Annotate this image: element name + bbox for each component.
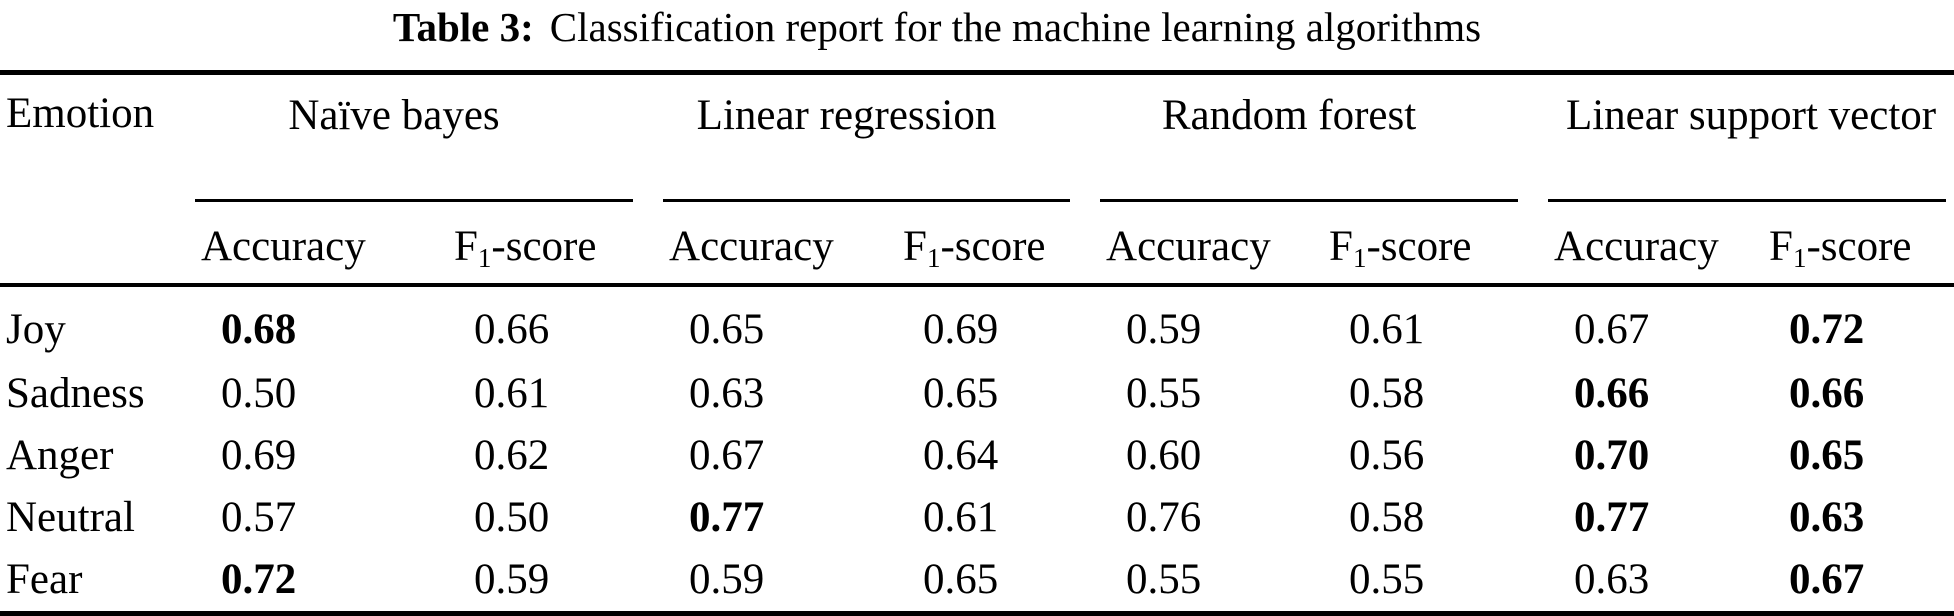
metric-header-accuracy: Accuracy — [1100, 211, 1324, 287]
row-label: Joy — [6, 306, 66, 353]
value-cell: 0.72 — [1789, 306, 1865, 353]
value-cell: 0.61 — [923, 494, 999, 541]
metric-header-f1-score: F1-score — [448, 211, 664, 287]
emotion-column-header: Emotion — [0, 72, 195, 287]
classification-report-table: Emotion Naïve bayes Linear regression Ra… — [0, 70, 1954, 616]
value-cell: 0.58 — [1349, 494, 1425, 541]
value-cell: 0.59 — [474, 556, 550, 603]
group-header-linear-regression: Linear regression — [696, 92, 997, 139]
row-label: Neutral — [6, 494, 135, 541]
group-header-random-forest: Random forest — [1161, 92, 1417, 139]
value-cell: 0.65 — [923, 556, 999, 603]
value-cell: 0.59 — [1126, 306, 1202, 353]
value-cell: 0.59 — [689, 556, 765, 603]
cmidrule-linear-support-vector — [1548, 198, 1947, 202]
f1-base: F — [454, 222, 478, 270]
value-cell: 0.62 — [474, 432, 550, 479]
data-row-neutral: Neutral 0.57 0.50 0.77 0.61 0.76 0.58 0.… — [0, 487, 1954, 549]
metric-header-row: Accuracy F1-score Accuracy F1-score Accu… — [0, 211, 1954, 287]
data-row-fear: Fear 0.72 0.59 0.59 0.65 0.55 0.55 0.63 … — [0, 549, 1954, 614]
caption-text: Classification report for the machine le… — [549, 4, 1482, 50]
value-cell: 0.68 — [221, 306, 297, 353]
value-cell: 0.64 — [923, 432, 999, 479]
metric-header-f1-score: F1-score — [897, 211, 1101, 287]
value-cell: 0.67 — [1574, 306, 1650, 353]
f1-rest: -score — [491, 222, 597, 270]
value-cell: 0.69 — [221, 432, 297, 479]
value-cell: 0.67 — [1789, 556, 1865, 603]
metric-header-accuracy: Accuracy — [195, 211, 448, 287]
value-cell: 0.65 — [923, 370, 999, 417]
f1-base: F — [1769, 222, 1793, 270]
value-cell: 0.63 — [1789, 494, 1865, 541]
value-cell: 0.77 — [689, 494, 765, 541]
value-cell: 0.61 — [474, 370, 550, 417]
row-label: Sadness — [6, 370, 145, 417]
value-cell: 0.70 — [1574, 432, 1650, 479]
f1-subscript: 1 — [477, 242, 492, 273]
value-cell: 0.63 — [1574, 556, 1650, 603]
row-label: Fear — [6, 556, 83, 603]
data-row-sadness: Sadness 0.50 0.61 0.63 0.65 0.55 0.58 0.… — [0, 363, 1954, 425]
group-header-linear-support-vector: Linear support vector — [1565, 92, 1937, 139]
data-row-anger: Anger 0.69 0.62 0.67 0.64 0.60 0.56 0.70… — [0, 425, 1954, 487]
value-cell: 0.55 — [1126, 556, 1202, 603]
value-cell: 0.57 — [221, 494, 297, 541]
metric-header-f1-score: F1-score — [1323, 211, 1549, 287]
value-cell: 0.66 — [474, 306, 550, 353]
value-cell: 0.76 — [1126, 494, 1202, 541]
group-header-row: Emotion Naïve bayes Linear regression Ra… — [0, 72, 1954, 287]
caption: Table 3: Classification report for the ma… — [0, 4, 1954, 50]
value-cell: 0.56 — [1349, 432, 1425, 479]
value-cell: 0.65 — [1789, 432, 1865, 479]
data-row-joy: Joy 0.68 0.66 0.65 0.69 0.59 0.61 0.67 0… — [0, 285, 1954, 363]
f1-subscript: 1 — [1792, 242, 1807, 273]
value-cell: 0.66 — [1574, 370, 1650, 417]
value-cell: 0.77 — [1574, 494, 1650, 541]
value-cell: 0.63 — [689, 370, 765, 417]
f1-base: F — [1329, 222, 1353, 270]
cmidrule-linear-regression — [663, 198, 1071, 202]
value-cell: 0.55 — [1126, 370, 1202, 417]
group-header-naive-bayes: Naïve bayes — [288, 92, 500, 139]
cmidrule-random-forest — [1100, 198, 1519, 202]
value-cell: 0.67 — [689, 432, 765, 479]
f1-subscript: 1 — [926, 242, 941, 273]
f1-rest: -score — [1366, 222, 1472, 270]
metric-header-f1-score: F1-score — [1763, 211, 1954, 287]
value-cell: 0.61 — [1349, 306, 1425, 353]
value-cell: 0.66 — [1789, 370, 1865, 417]
value-cell: 0.58 — [1349, 370, 1425, 417]
row-label: Anger — [6, 432, 114, 479]
value-cell: 0.50 — [221, 370, 297, 417]
cmidrule-row — [0, 196, 1954, 212]
value-cell: 0.55 — [1349, 556, 1425, 603]
f1-rest: -score — [940, 222, 1046, 270]
value-cell: 0.69 — [923, 306, 999, 353]
value-cell: 0.50 — [474, 494, 550, 541]
metric-header-accuracy: Accuracy — [1548, 211, 1764, 287]
cmidrule-naive-bayes — [195, 198, 634, 202]
f1-rest: -score — [1806, 222, 1912, 270]
metric-header-accuracy: Accuracy — [663, 211, 898, 287]
f1-base: F — [903, 222, 927, 270]
value-cell: 0.72 — [221, 556, 297, 603]
caption-label: Table 3: — [392, 4, 534, 50]
f1-subscript: 1 — [1352, 242, 1367, 273]
value-cell: 0.65 — [689, 306, 765, 353]
value-cell: 0.60 — [1126, 432, 1202, 479]
